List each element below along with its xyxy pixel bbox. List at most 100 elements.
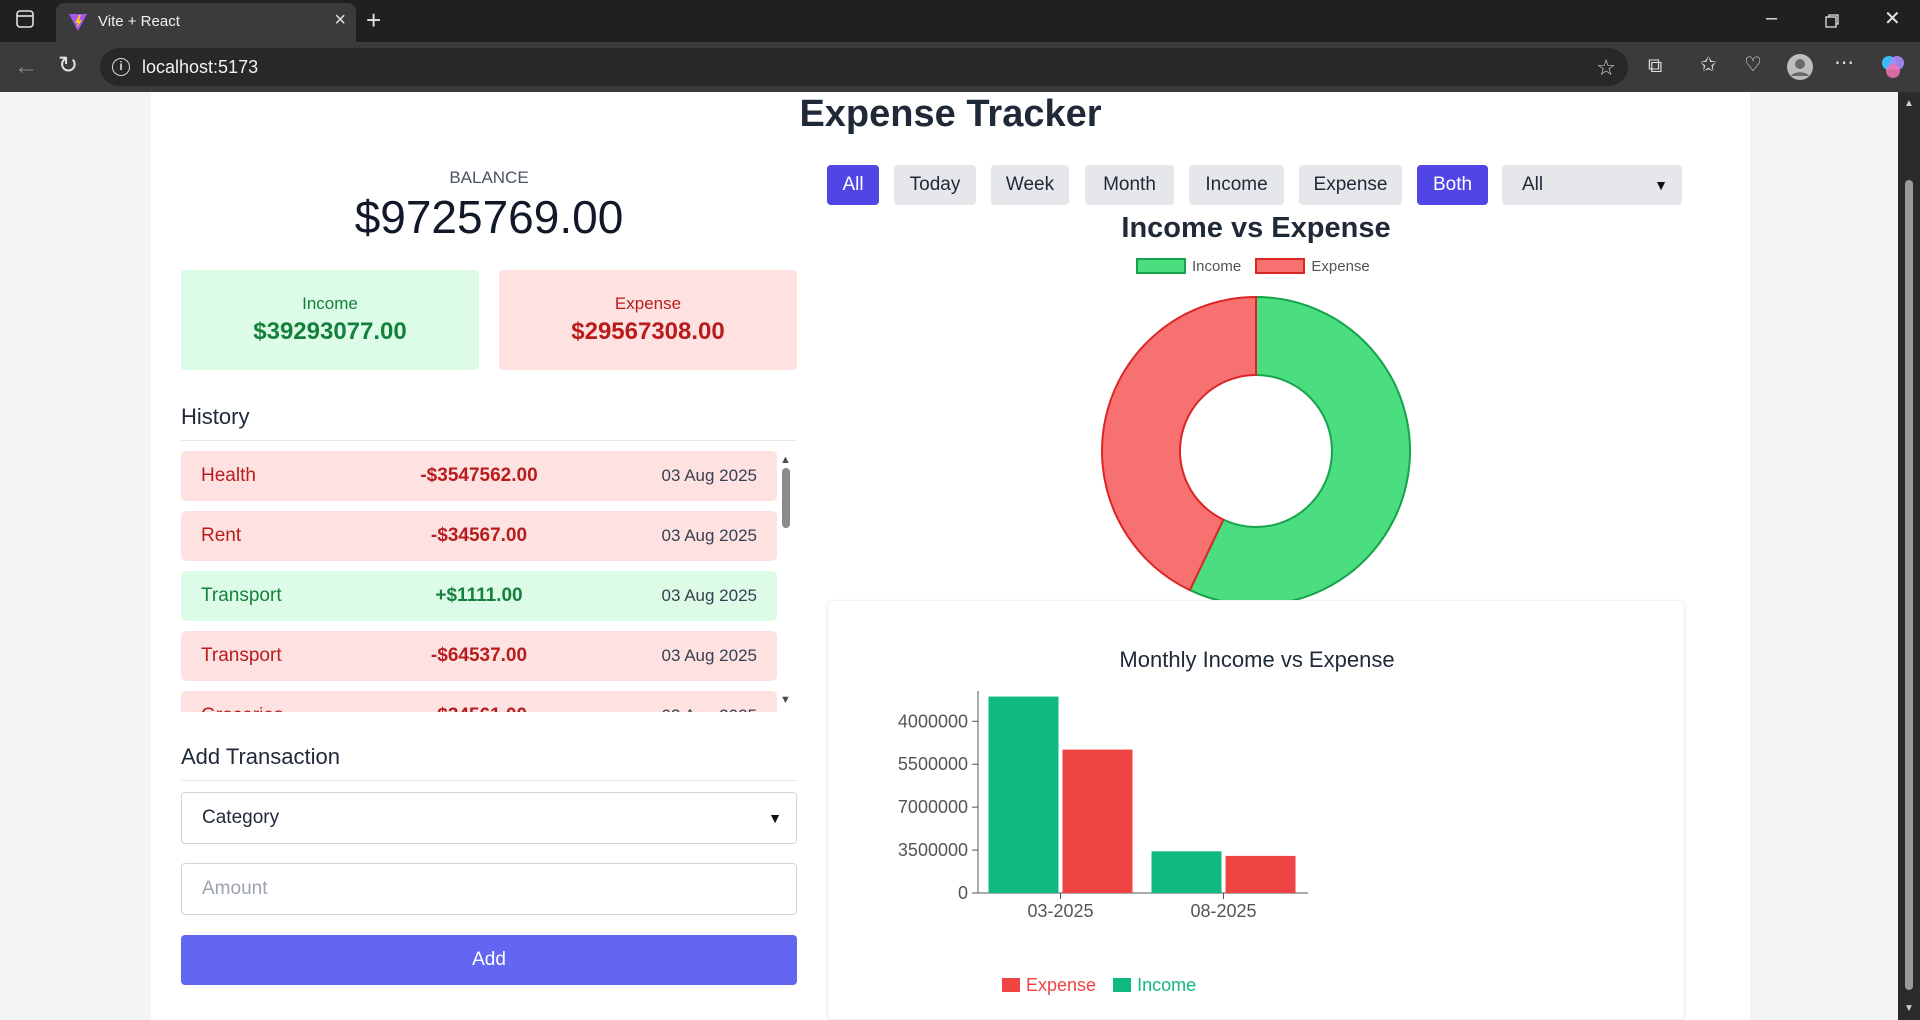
site-info-icon[interactable]: i [112, 58, 130, 76]
back-icon[interactable]: ← [14, 53, 38, 80]
vite-logo-icon [69, 14, 87, 31]
doughnut-chart [1101, 295, 1411, 606]
y-tick-label: 7000000 [898, 797, 968, 817]
minimize-icon[interactable]: – [1766, 7, 1778, 29]
balance-label: BALANCE [449, 168, 529, 187]
history-category: Rent [201, 525, 242, 546]
browser-toolbar: ← ↻ i localhost:5173 ☆ ⧉ ✩ ♡ ⋯ [0, 42, 1920, 92]
history-category: Health [201, 465, 256, 486]
history-item[interactable]: Health -$3547562.00 03 Aug 2025 [181, 451, 777, 501]
bar-legend: Expense Income [1002, 975, 1196, 996]
page-scroll-thumb[interactable] [1905, 180, 1913, 990]
tab-close-icon[interactable]: × [334, 9, 346, 31]
history-date: 03 Aug 2025 [661, 646, 757, 665]
income-label: Income [302, 294, 358, 313]
income-swatch [1136, 258, 1186, 274]
more-menu-icon[interactable]: ⋯ [1834, 52, 1854, 74]
address-bar[interactable]: i localhost:5173 ☆ [100, 48, 1628, 86]
balance-value: $9725769.00 [354, 191, 624, 243]
history-date: 03 Aug 2025 [662, 706, 757, 712]
favorite-star-icon[interactable]: ☆ [1596, 55, 1616, 80]
app-container: Expense Tracker BALANCE $9725769.00 Inco… [151, 92, 1750, 1020]
bar-chart-title: Monthly Income vs Expense [1119, 647, 1395, 672]
pie-legend-expense[interactable]: Expense [1311, 258, 1370, 275]
extensions-icon[interactable]: ⧉ [1648, 55, 1663, 77]
income-legend-swatch [1113, 978, 1132, 992]
page-viewport: Expense Tracker BALANCE $9725769.00 Inco… [0, 92, 1898, 1020]
history-list[interactable]: Health -$3547562.00 03 Aug 2025 Rent -$3… [181, 451, 797, 712]
expense-label: Expense [614, 294, 682, 313]
scroll-down-icon[interactable]: ▼ [780, 694, 791, 706]
income-summary: Income $39293077.00 [181, 270, 479, 370]
chevron-down-icon: ▼ [768, 810, 782, 826]
category-filter-value: All [1522, 174, 1544, 195]
history-item[interactable]: Transport +$1111.00 03 Aug 2025 [181, 571, 777, 621]
history-amount: -$34567.00 [430, 525, 528, 546]
y-tick-label: 4000000 [898, 711, 968, 731]
history-item[interactable]: Transport -$64537.00 03 Aug 2025 [181, 631, 777, 681]
category-select[interactable]: Category ▼ [181, 792, 797, 844]
history-amount: -$64537.00 [430, 645, 528, 666]
expense-summary: Expense $29567308.00 [499, 270, 797, 370]
tab-title: Vite + React [98, 13, 180, 30]
y-tick-label: 3500000 [898, 840, 968, 860]
new-tab-icon[interactable]: + [366, 5, 382, 35]
scroll-up-icon[interactable]: ▲ [780, 454, 791, 466]
history-amount: +$1111.00 [435, 585, 523, 606]
income-value: $39293077.00 [253, 318, 407, 345]
filter-month-button[interactable]: Month [1085, 165, 1174, 205]
y-tick-label: 0 [958, 883, 968, 903]
pie-slice-expense[interactable] [1101, 295, 1257, 592]
history-scrollbar[interactable]: ▲ ▼ [779, 454, 793, 706]
filter-both-button[interactable]: Both [1417, 165, 1488, 205]
add-button[interactable]: Add [181, 935, 797, 985]
history-category: Transport [201, 585, 282, 606]
expense-value: $29567308.00 [571, 318, 725, 345]
filter-all-button[interactable]: All [827, 165, 879, 205]
scroll-up-icon[interactable]: ▲ [1904, 98, 1914, 109]
history-date: 03 Aug 2025 [661, 466, 757, 485]
history-category: Transport [201, 645, 282, 666]
category-filter-select[interactable]: All ▼ [1502, 165, 1682, 205]
profile-avatar-icon[interactable] [1786, 53, 1814, 85]
history-amount: -$3547562.00 [420, 465, 538, 486]
scroll-down-icon[interactable]: ▼ [1904, 1003, 1914, 1014]
history-item[interactable]: Rent -$34567.00 03 Aug 2025 [181, 511, 777, 561]
filter-week-button[interactable]: Week [991, 165, 1069, 205]
pie-legend-income[interactable]: Income [1192, 258, 1242, 275]
bar-expense-08-2025[interactable] [1225, 855, 1296, 893]
filter-expense-button[interactable]: Expense [1299, 165, 1402, 205]
history-scroll-thumb[interactable] [782, 468, 790, 528]
add-transaction-title: Add Transaction [181, 744, 797, 781]
bar-chart-card: Monthly Income vs Expense 0 3500000 700000… [827, 600, 1685, 1020]
bar-expense-03-2025[interactable] [1062, 749, 1133, 893]
amount-input[interactable]: Amount [181, 863, 797, 915]
browser-essentials-icon[interactable]: ♡ [1744, 54, 1762, 76]
copilot-icon[interactable] [1880, 54, 1906, 84]
x-tick-label: 08-2025 [1190, 901, 1256, 921]
favorites-icon[interactable]: ✩ [1700, 54, 1717, 76]
bar-legend-income[interactable]: Income [1137, 975, 1197, 995]
bar-chart: 0 3500000 7000000 5500000 4000000 03-2025 08-2… [898, 691, 1308, 921]
history-title: History [181, 404, 797, 441]
filter-today-button[interactable]: Today [894, 165, 976, 205]
y-tick-label: 5500000 [898, 754, 968, 774]
sidebar-toggle-icon[interactable] [16, 10, 34, 32]
history-item[interactable]: Groceries -$34561.00 03 Aug 2025 [181, 691, 777, 712]
pie-chart-title: Income vs Expense [1121, 212, 1391, 244]
close-window-icon[interactable]: ✕ [1884, 8, 1901, 30]
category-select-value: Category [202, 807, 280, 828]
bar-income-08-2025[interactable] [1151, 851, 1222, 893]
reload-icon[interactable]: ↻ [58, 52, 79, 79]
expense-swatch [1255, 258, 1306, 274]
bar-legend-expense[interactable]: Expense [1026, 975, 1097, 995]
browser-tab[interactable]: Vite + React × [56, 3, 356, 42]
history-date: 03 Aug 2025 [661, 586, 757, 605]
bar-income-03-2025[interactable] [988, 696, 1059, 893]
restore-icon[interactable] [1825, 12, 1839, 32]
history-date: 03 Aug 2025 [661, 526, 757, 545]
expense-legend-swatch [1002, 978, 1020, 992]
page-title: Expense Tracker [799, 93, 1102, 135]
filter-income-button[interactable]: Income [1189, 165, 1284, 205]
page-scrollbar[interactable]: ▲ ▼ [1898, 92, 1920, 1020]
